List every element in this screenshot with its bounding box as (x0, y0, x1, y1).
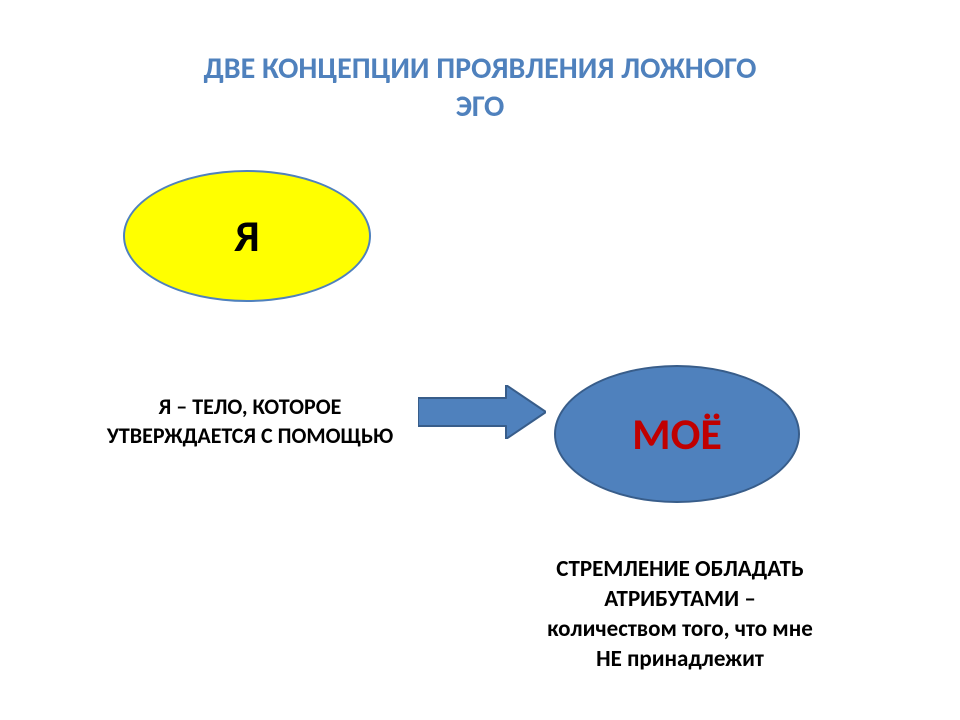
caption-body-assertion: Я – ТЕЛО, КОТОРОЕ УТВЕРЖДАЕТСЯ С ПОМОЩЬЮ (90, 393, 410, 450)
caption-attributes: СТРЕМЛЕНИЕ ОБЛАДАТЬ АТРИБУТАМИ – количес… (510, 555, 850, 675)
caption-right-line2: АТРИБУТАМИ – (604, 585, 756, 613)
caption-right-line4: НЕ принадлежит (596, 645, 764, 673)
caption-right-line1: СТРЕМЛЕНИЕ ОБЛАДАТЬ (556, 555, 803, 583)
ellipse-moyo-label: МОЁ (632, 407, 722, 461)
arrow-icon (418, 385, 546, 439)
caption-left-line2: УТВЕРЖДАЕТСЯ С ПОМОЩЬЮ (107, 422, 393, 449)
diagram-title: ДВЕ КОНЦЕПЦИИ ПРОЯВЛЕНИЯ ЛОЖНОГО ЭГО (180, 50, 780, 125)
diagram-stage: ДВЕ КОНЦЕПЦИИ ПРОЯВЛЕНИЯ ЛОЖНОГО ЭГО Я М… (0, 0, 960, 720)
ellipse-ya-label: Я (234, 209, 259, 263)
caption-right-line3: количеством того, что мне (547, 615, 813, 643)
caption-left-line1: Я – ТЕЛО, КОТОРОЕ (159, 393, 342, 420)
ellipse-moyo: МОЁ (554, 365, 800, 503)
ellipse-ya: Я (123, 170, 371, 302)
